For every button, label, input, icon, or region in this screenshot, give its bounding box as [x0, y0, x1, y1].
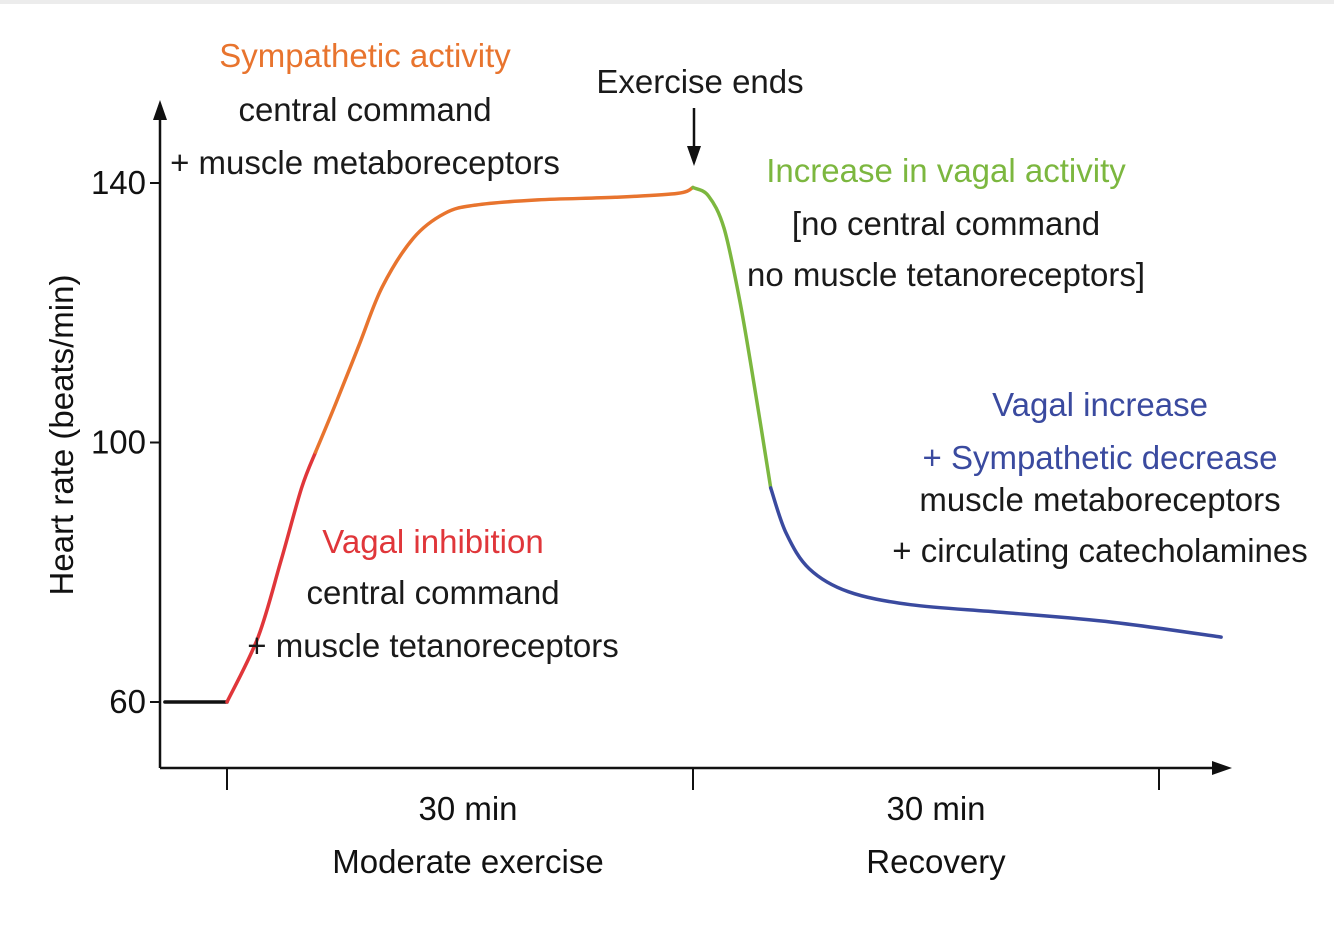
series-line [768, 486, 1223, 639]
axes [153, 100, 1232, 775]
annotation-vagal-inhibition: Vagal inhibition central command + muscl… [247, 523, 618, 664]
annotation-line: Sympathetic activity [219, 37, 511, 74]
annotation-line: central command [238, 91, 491, 128]
annotation-line: Increase in vagal activity [766, 152, 1126, 189]
annotation-line: Vagal inhibition [322, 523, 543, 560]
y-tick-label: 140 [91, 164, 146, 201]
annotation-line: no muscle tetanoreceptors] [747, 256, 1145, 293]
annotation-line: + circulating catecholamines [892, 532, 1307, 569]
annotation-line: central command [306, 574, 559, 611]
annotation-line: + muscle tetanoreceptors [247, 627, 618, 664]
x-segment-exercise: 30 min Moderate exercise [332, 790, 603, 880]
annotation-line: Vagal increase [992, 386, 1208, 423]
annotation-line: muscle metaboreceptors [919, 481, 1280, 518]
annotation-line: [no central command [792, 205, 1100, 242]
y-ticks: 60 100 140 [91, 164, 160, 720]
y-tick-label: 60 [109, 683, 146, 720]
x-segment-phase: Moderate exercise [332, 843, 603, 880]
x-segment-phase: Recovery [866, 843, 1006, 880]
y-axis-arrow [153, 100, 167, 120]
annotation-exercise-ends: Exercise ends [596, 63, 804, 166]
annotation-line: Exercise ends [596, 63, 803, 100]
annotation-vagal-increase-activity: Increase in vagal activity [no central c… [747, 152, 1145, 293]
x-segment-duration: 30 min [418, 790, 517, 827]
series-line [691, 185, 773, 490]
y-axis-label: Heart rate (beats/min) [43, 275, 80, 596]
series-line [313, 185, 695, 454]
y-tick-label: 100 [91, 424, 146, 461]
top-border [0, 0, 1334, 4]
exercise-ends-arrowhead [687, 146, 701, 166]
annotation-line: + Sympathetic decrease [923, 439, 1278, 476]
series-line [225, 450, 318, 704]
annotation-vagal-sympathetic: Vagal increase + Sympathetic decrease mu… [892, 386, 1307, 569]
annotation-line: + muscle metaboreceptors [170, 144, 560, 181]
x-axis-arrow [1212, 761, 1232, 775]
x-ticks [226, 768, 1160, 790]
annotation-sympathetic: Sympathetic activity central command + m… [170, 37, 560, 181]
series [163, 185, 1223, 704]
x-segment-duration: 30 min [886, 790, 985, 827]
x-segment-recovery: 30 min Recovery [866, 790, 1006, 880]
